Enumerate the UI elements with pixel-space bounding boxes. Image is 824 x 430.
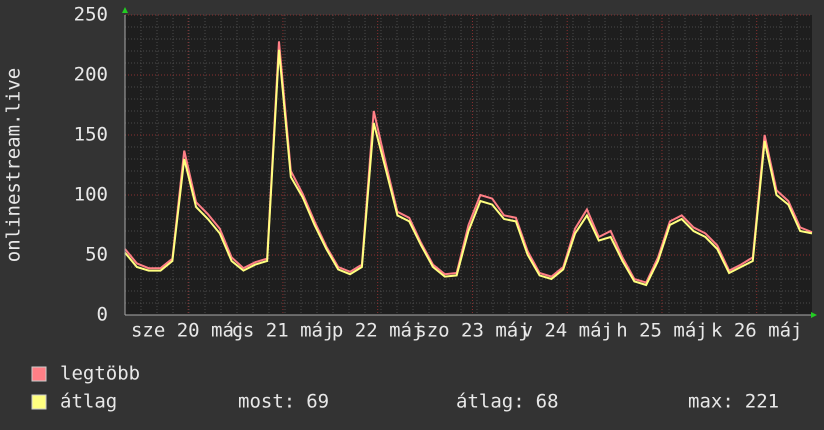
x-tick-label: p 22 máj (332, 320, 424, 342)
legend-label: legtöbb (60, 363, 140, 385)
minor-grid (124, 14, 812, 316)
y-tick-label: 50 (85, 244, 108, 266)
y-tick-label: 250 (74, 4, 108, 26)
stat-value: 221 (745, 391, 779, 413)
x-tick-label: szo 23 máj (415, 320, 529, 342)
x-tick-label: k 26 máj (711, 320, 803, 342)
stat-label: átlag: (456, 391, 525, 413)
y-tick-label: 0 (97, 304, 108, 326)
x-tick-label: h 25 máj (616, 320, 708, 342)
legend-swatch (31, 394, 47, 410)
stat-value: 68 (536, 391, 559, 413)
stat-label: max: (688, 391, 734, 413)
y-axis-label: onlinestream.live (3, 68, 25, 262)
series-line (124, 41, 813, 284)
plot-area (125, 15, 812, 315)
axis-arrow (811, 312, 817, 318)
axis-arrow (122, 7, 128, 13)
x-tick-label: cs 21 máj (231, 320, 334, 342)
stat-label: most: (238, 391, 295, 413)
y-tick-label: 100 (74, 184, 108, 206)
x-tick-label: sze 20 máj (131, 320, 245, 342)
y-tick-label: 150 (74, 124, 108, 146)
stat-value: 69 (306, 391, 329, 413)
series-line (124, 49, 813, 287)
legend-swatch (31, 366, 47, 382)
y-tick-label: 200 (74, 64, 108, 86)
legend-label: átlag (60, 391, 117, 413)
x-tick-label: v 24 máj (521, 320, 613, 342)
